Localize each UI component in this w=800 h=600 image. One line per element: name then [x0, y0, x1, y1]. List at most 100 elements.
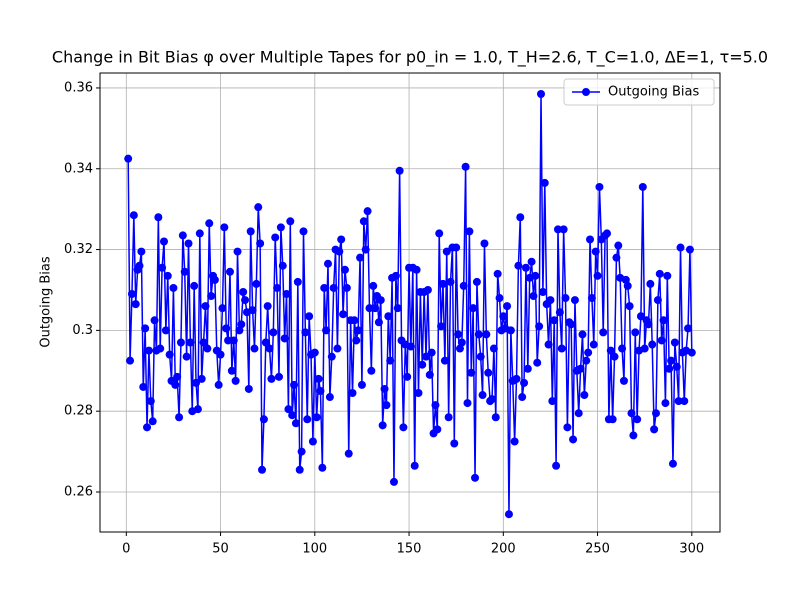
point	[557, 344, 566, 353]
point	[207, 292, 216, 301]
x-tick-label: 200	[491, 542, 516, 557]
point	[352, 336, 361, 345]
point	[636, 312, 645, 321]
point	[623, 281, 632, 290]
point	[131, 300, 140, 309]
point	[614, 241, 623, 250]
x-tick-label: 300	[679, 542, 704, 557]
point	[437, 322, 446, 331]
point	[258, 465, 267, 474]
point	[559, 225, 568, 234]
point	[520, 378, 529, 387]
point	[280, 334, 289, 343]
point	[680, 397, 689, 406]
point	[165, 350, 174, 359]
point	[602, 229, 611, 238]
point	[391, 271, 400, 280]
point	[503, 302, 512, 311]
point	[316, 386, 325, 395]
point	[653, 296, 662, 305]
point	[369, 281, 378, 290]
y-axis-label: Outgoing Bias	[39, 256, 54, 348]
point	[578, 330, 587, 339]
point	[201, 302, 210, 311]
point	[480, 239, 489, 248]
point	[386, 356, 395, 365]
point	[667, 356, 676, 365]
point	[342, 283, 351, 292]
point	[312, 413, 321, 422]
point	[267, 374, 276, 383]
point	[629, 431, 638, 440]
point	[144, 346, 153, 355]
point	[305, 312, 314, 321]
point	[540, 178, 549, 187]
point	[457, 338, 466, 347]
point	[655, 269, 664, 278]
point	[663, 271, 672, 280]
point	[621, 275, 630, 284]
point	[561, 294, 570, 303]
point	[550, 316, 559, 325]
point	[504, 510, 513, 519]
point	[650, 425, 659, 434]
point	[670, 338, 679, 347]
point	[350, 316, 359, 325]
y-tick-label: 0.34	[64, 161, 93, 176]
point	[446, 277, 455, 286]
point	[143, 423, 152, 432]
point	[665, 364, 674, 373]
legend-marker	[582, 88, 590, 96]
point	[129, 211, 138, 220]
point	[380, 384, 389, 393]
point	[606, 346, 615, 355]
point	[239, 287, 248, 296]
point	[403, 372, 412, 381]
point	[269, 328, 278, 337]
point	[435, 229, 444, 238]
point	[197, 374, 206, 383]
point	[146, 397, 155, 406]
point	[484, 368, 493, 377]
point	[627, 409, 636, 418]
point	[169, 283, 178, 292]
point	[193, 405, 202, 414]
chart-title: Change in Bit Bias φ over Multiple Tapes…	[52, 48, 768, 68]
point	[472, 277, 481, 286]
point	[619, 376, 628, 385]
point	[595, 182, 604, 191]
point	[537, 90, 546, 99]
point	[489, 344, 498, 353]
point	[438, 279, 447, 288]
point	[608, 415, 617, 424]
point	[199, 338, 208, 347]
point	[288, 411, 297, 420]
point	[220, 223, 229, 232]
point	[378, 421, 387, 430]
point	[224, 336, 233, 345]
point	[137, 247, 146, 256]
point	[376, 296, 385, 305]
point	[646, 279, 655, 288]
point	[414, 389, 423, 398]
point	[214, 380, 223, 389]
point	[518, 393, 527, 402]
point	[399, 423, 408, 432]
point	[265, 344, 274, 353]
point	[584, 348, 593, 357]
point	[246, 227, 255, 236]
point	[548, 397, 557, 406]
point	[433, 425, 442, 434]
point	[569, 435, 578, 444]
point	[295, 465, 304, 474]
plot-frame	[99, 72, 721, 533]
point	[580, 391, 589, 400]
point	[308, 437, 317, 446]
point	[406, 342, 415, 351]
point	[354, 326, 363, 335]
x-tick-label: 100	[302, 542, 327, 557]
point	[159, 237, 168, 246]
point	[337, 235, 346, 244]
point	[135, 261, 144, 270]
point	[393, 304, 402, 313]
